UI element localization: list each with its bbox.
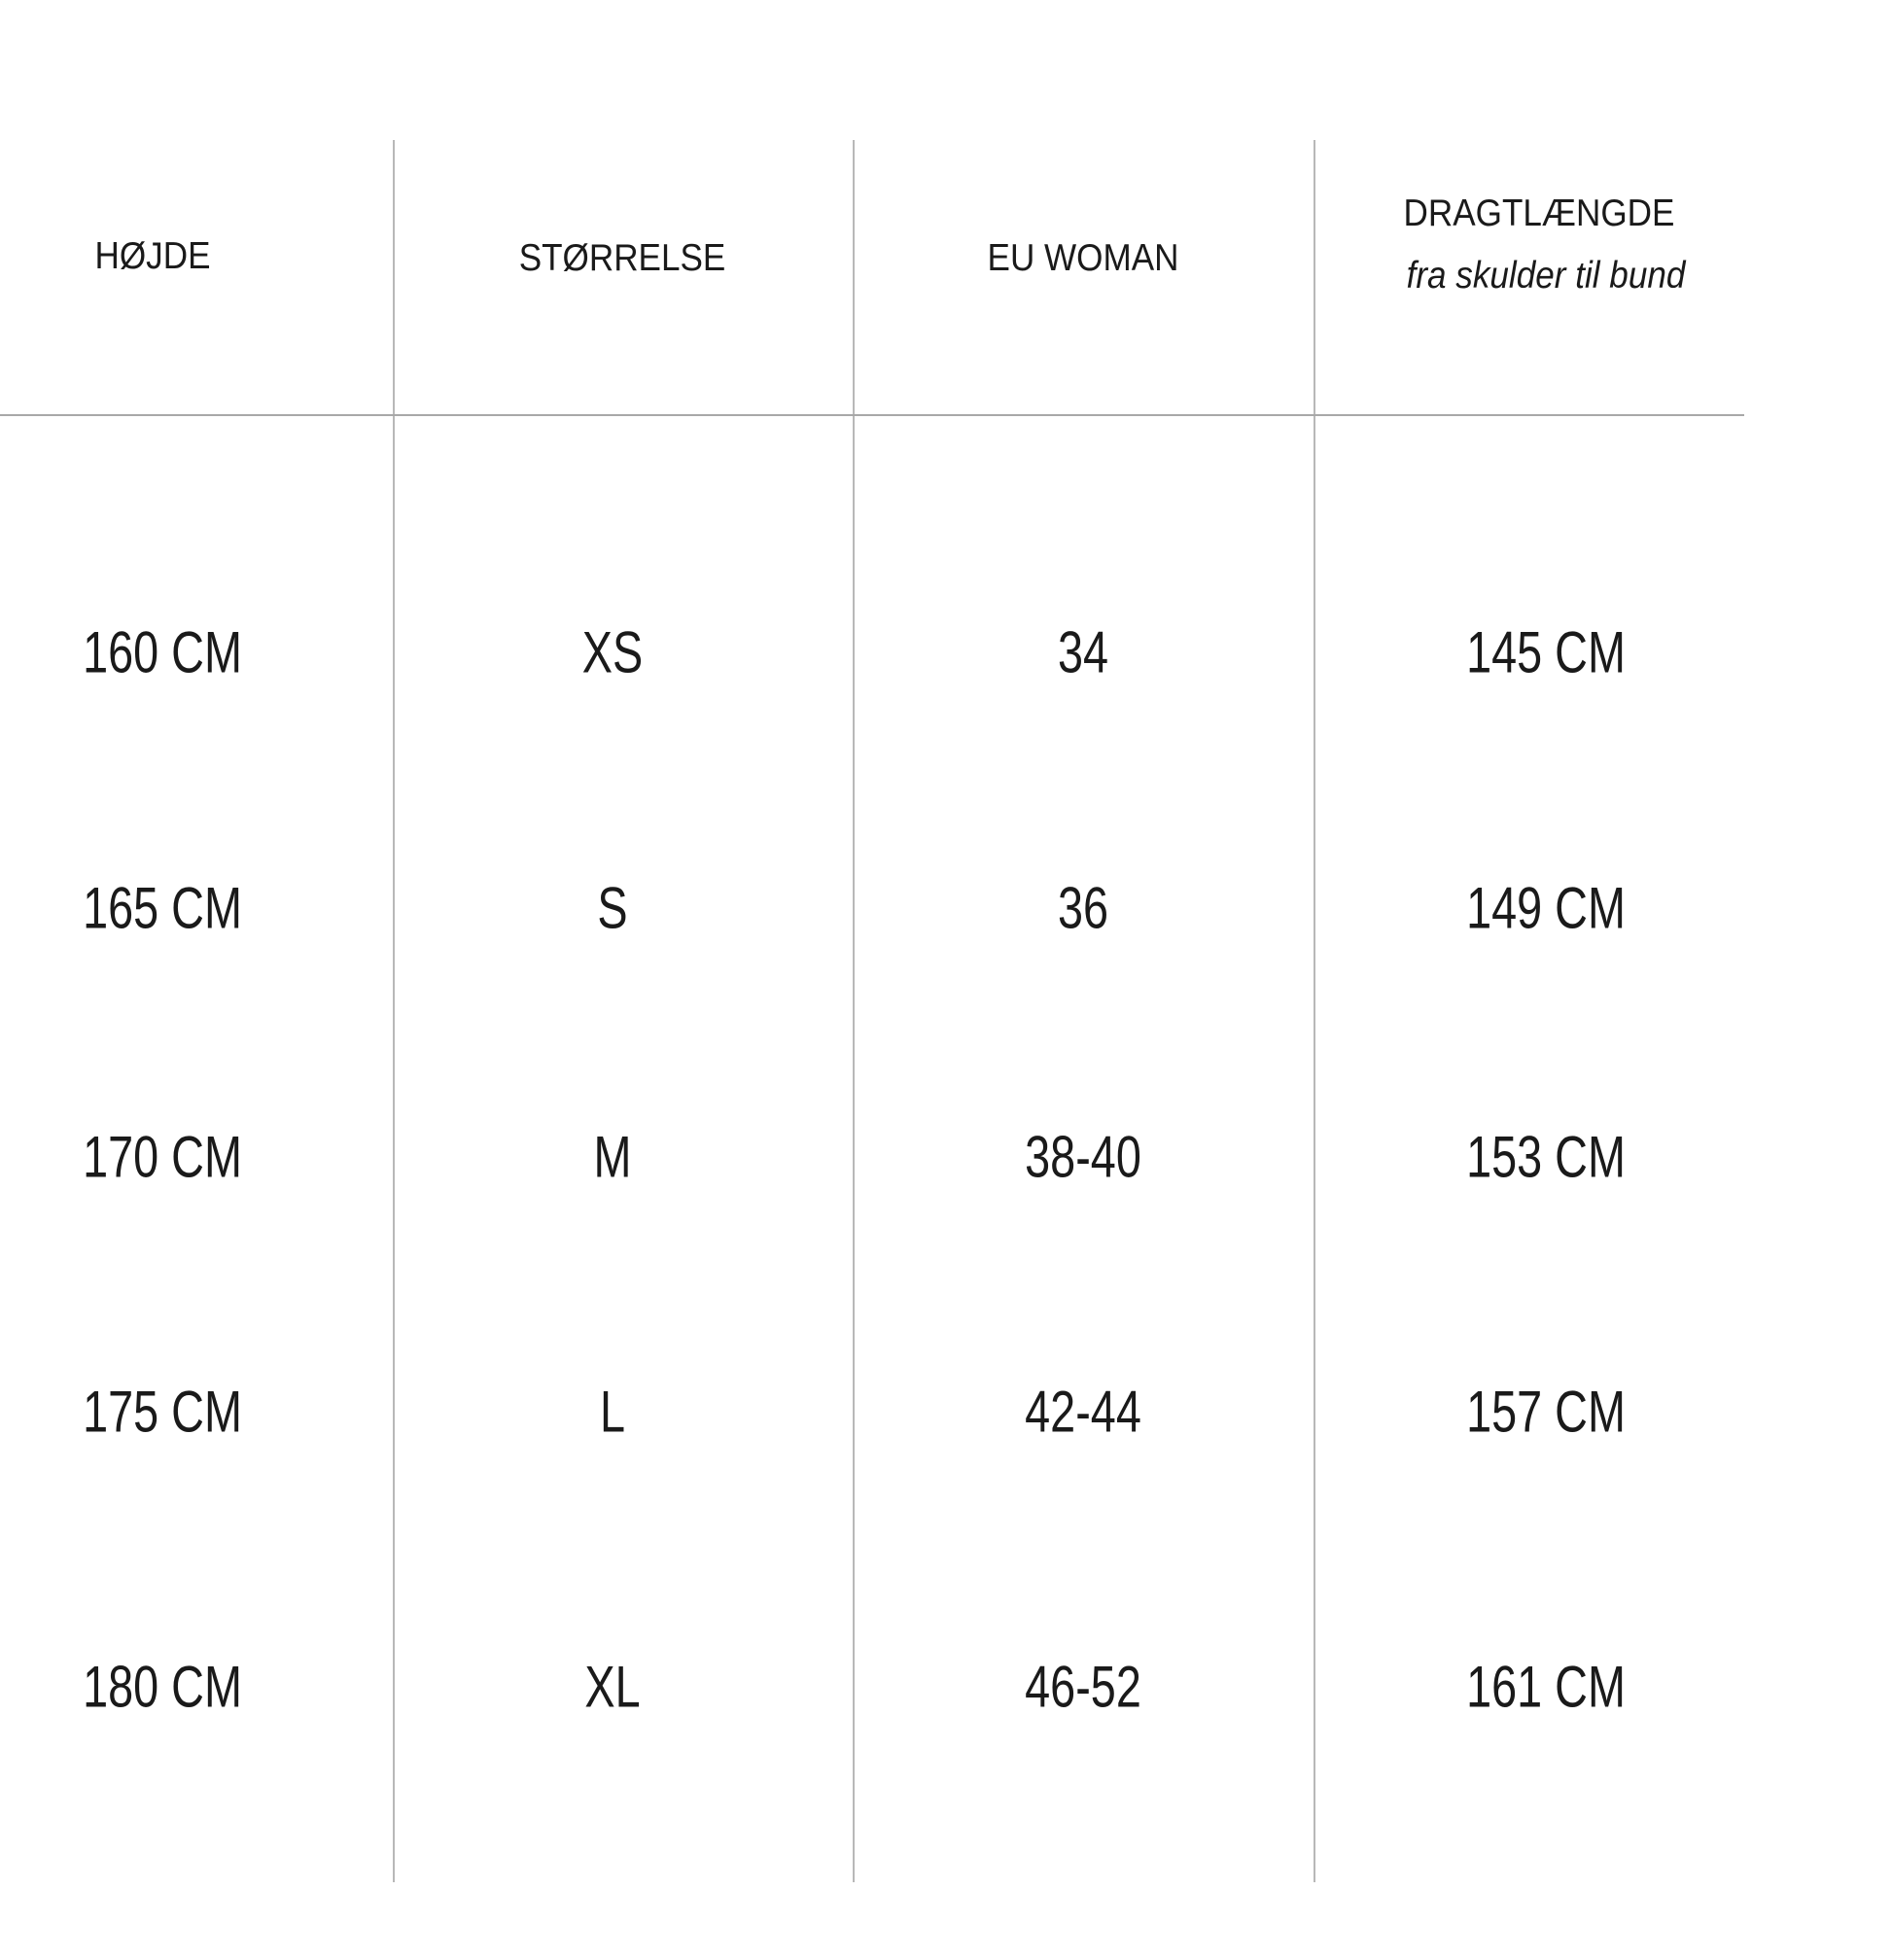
cell-value: XS <box>581 619 644 685</box>
table-cell: XL <box>577 1654 648 1721</box>
header-size: STØRRELSE <box>508 237 737 280</box>
cell-value: 34 <box>1057 619 1109 685</box>
table-cell: 170 CM <box>60 1124 264 1191</box>
cell-value: 165 CM <box>83 875 242 941</box>
table-cell: 145 CM <box>1444 619 1648 686</box>
cell-value: 170 CM <box>83 1124 242 1190</box>
column-divider <box>1314 140 1315 1882</box>
cell-value: 42-44 <box>1025 1379 1141 1445</box>
table-cell: S <box>593 875 632 942</box>
column-divider <box>393 140 395 1882</box>
cell-value: 175 CM <box>83 1379 242 1445</box>
table-cell: 165 CM <box>60 875 264 942</box>
table-cell: L <box>596 1379 628 1446</box>
table-cell: 36 <box>1051 875 1116 942</box>
cell-value: 180 CM <box>83 1654 242 1720</box>
header-sublabel: fra skulder til bund <box>1406 255 1686 297</box>
cell-value: 160 CM <box>83 619 242 685</box>
table-cell: 42-44 <box>1008 1379 1157 1446</box>
cell-value: L <box>599 1379 626 1445</box>
table-cell: 46-52 <box>1008 1654 1157 1721</box>
cell-value: 46-52 <box>1025 1654 1141 1720</box>
table-cell: XS <box>574 619 651 686</box>
cell-value: 145 CM <box>1466 619 1626 685</box>
header-suit-length: DRAGTLÆNGDE <box>1388 192 1690 235</box>
header-suit-length-sublabel: fra skulder til bund <box>1391 255 1701 298</box>
table-cell: M <box>588 1124 637 1191</box>
table-cell: 153 CM <box>1444 1124 1648 1191</box>
header-label: EU WOMAN <box>987 237 1179 279</box>
cell-value: 36 <box>1057 875 1109 941</box>
header-eu-woman: EU WOMAN <box>977 237 1190 280</box>
header-label: HØJDE <box>94 235 211 277</box>
cell-value: XL <box>584 1654 641 1720</box>
header-label: STØRRELSE <box>518 237 726 279</box>
header-divider <box>0 414 1744 416</box>
table-cell: 38-40 <box>1008 1124 1157 1191</box>
table-cell: 157 CM <box>1444 1379 1648 1446</box>
header-height: HØJDE <box>88 235 217 278</box>
cell-value: 161 CM <box>1466 1654 1626 1720</box>
table-cell: 160 CM <box>60 619 264 686</box>
table-cell: 180 CM <box>60 1654 264 1721</box>
cell-value: 157 CM <box>1466 1379 1626 1445</box>
header-label: DRAGTLÆNGDE <box>1403 192 1675 234</box>
table-cell: 149 CM <box>1444 875 1648 942</box>
table-cell: 175 CM <box>60 1379 264 1446</box>
cell-value: 149 CM <box>1466 875 1626 941</box>
table-cell: 161 CM <box>1444 1654 1648 1721</box>
cell-value: 153 CM <box>1466 1124 1626 1190</box>
cell-value: S <box>597 875 628 941</box>
column-divider <box>853 140 855 1882</box>
table-cell: 34 <box>1051 619 1116 686</box>
cell-value: M <box>593 1124 632 1190</box>
cell-value: 38-40 <box>1025 1124 1141 1190</box>
